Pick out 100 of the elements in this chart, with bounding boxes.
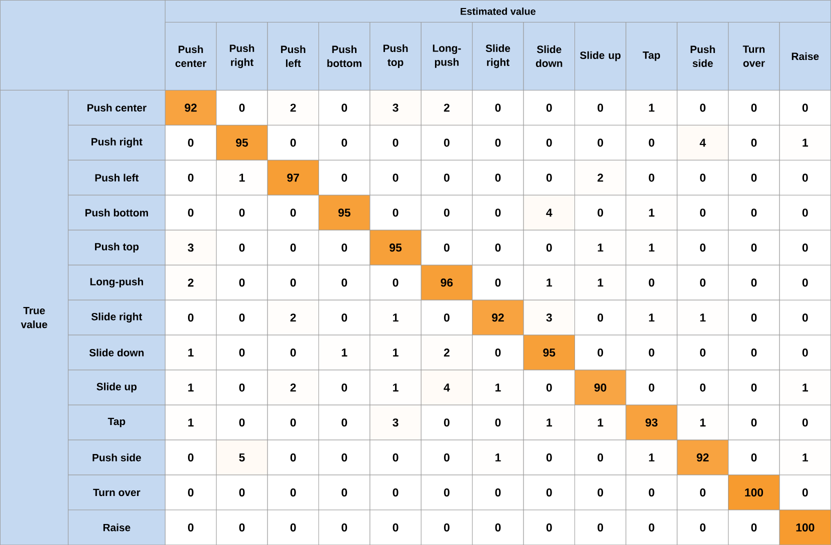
data-label: 0 xyxy=(546,243,552,252)
data-label: 0 xyxy=(188,313,194,322)
data-label: 1 xyxy=(649,453,654,462)
data-label: 0 xyxy=(239,278,245,287)
data-label: 100 xyxy=(745,488,764,496)
data-label: 100 xyxy=(796,523,814,532)
data-label: 0 xyxy=(188,174,194,182)
data-label: 1 xyxy=(649,244,654,252)
data-label: 0 xyxy=(802,418,808,426)
y-axis-title: True value xyxy=(20,306,48,328)
data-label: 0 xyxy=(802,104,808,112)
data-label: 0 xyxy=(290,278,296,287)
data-label: 0 xyxy=(290,488,296,496)
data-label: 0 xyxy=(751,418,757,426)
data-label: 1 xyxy=(393,314,398,322)
data-label: 0 xyxy=(342,174,348,182)
data-label: 0 xyxy=(802,174,808,182)
data-label: 1 xyxy=(342,348,348,356)
x-tick-label: Push bottom xyxy=(327,45,362,67)
data-label: 0 xyxy=(700,104,706,112)
data-label: 0 xyxy=(802,348,808,357)
data-label: 97 xyxy=(287,174,300,182)
data-label: 0 xyxy=(751,453,757,462)
data-label: 96 xyxy=(440,278,453,287)
data-label: 0 xyxy=(392,278,398,287)
data-label: 0 xyxy=(751,138,757,147)
data-label: 0 xyxy=(342,453,348,462)
data-label: 0 xyxy=(495,104,501,112)
data-label: 0 xyxy=(495,138,501,147)
data-label: 0 xyxy=(495,174,501,182)
data-label: 0 xyxy=(598,138,604,147)
data-label: 0 xyxy=(648,174,654,182)
data-label: 0 xyxy=(802,208,808,217)
x-tick-label: Raise xyxy=(792,52,819,60)
data-label: 0 xyxy=(444,138,450,147)
x-tick-label: Push side xyxy=(690,45,715,67)
data-label: 0 xyxy=(700,208,706,217)
data-label: 0 xyxy=(239,104,245,112)
data-label: 0 xyxy=(290,418,296,426)
data-label: 0 xyxy=(802,488,808,496)
data-label: 0 xyxy=(751,383,757,392)
data-label: 4 xyxy=(546,208,552,216)
data-label: 0 xyxy=(342,104,348,112)
x-tick-label: Push left xyxy=(281,45,306,67)
data-label: 2 xyxy=(290,383,296,392)
data-label: 2 xyxy=(598,174,604,182)
x-tick-label: Slide down xyxy=(536,45,562,67)
data-label: 0 xyxy=(648,523,654,532)
data-label: 0 xyxy=(290,348,296,357)
data-label: 0 xyxy=(342,523,348,532)
data-label: 0 xyxy=(444,208,450,217)
data-label: 0 xyxy=(342,418,348,426)
data-label: 0 xyxy=(598,104,604,112)
y-tick-label: Slide down xyxy=(89,348,144,356)
data-label: 0 xyxy=(598,453,604,462)
data-label: 2 xyxy=(444,348,450,356)
data-label: 1 xyxy=(598,418,604,426)
data-label: 0 xyxy=(700,523,706,532)
data-label: 0 xyxy=(239,243,245,252)
x-tick-label: Push top xyxy=(383,44,408,68)
data-label: 90 xyxy=(594,383,606,392)
x-axis-title: Estimated value xyxy=(460,8,536,15)
data-label: 0 xyxy=(239,383,245,392)
data-label: 0 xyxy=(495,348,501,357)
data-label: 0 xyxy=(444,453,450,462)
x-tick-label: Slide up xyxy=(580,51,621,62)
data-label: 1 xyxy=(239,174,245,182)
data-label: 0 xyxy=(546,138,552,147)
data-label: 0 xyxy=(392,174,398,182)
data-label: 0 xyxy=(546,453,552,462)
data-label: 0 xyxy=(290,208,296,217)
data-label: 0 xyxy=(495,488,501,496)
data-label: 93 xyxy=(646,418,658,426)
data-label: 0 xyxy=(239,208,245,217)
data-label: 0 xyxy=(342,243,348,252)
data-label: 0 xyxy=(188,453,194,462)
data-label: 0 xyxy=(546,383,552,392)
data-label: 0 xyxy=(751,278,757,287)
y-tick-label: Turn over xyxy=(93,488,140,496)
y-tick-label: Push left xyxy=(95,174,139,182)
data-label: 1 xyxy=(495,453,501,462)
data-label: 0 xyxy=(751,174,757,182)
data-label: 0 xyxy=(495,278,501,287)
x-tick-label: Turn over xyxy=(742,46,765,67)
data-label: 0 xyxy=(598,313,604,322)
data-label: 1 xyxy=(649,314,654,322)
data-label: 0 xyxy=(751,104,757,112)
y-tick-label: Push right xyxy=(92,138,142,148)
data-label: 5 xyxy=(239,453,245,462)
data-label: 1 xyxy=(802,384,808,392)
data-label: 0 xyxy=(751,348,757,357)
x-tick-label: Push center xyxy=(175,45,206,67)
data-label: 95 xyxy=(543,348,556,357)
data-label: 0 xyxy=(495,208,501,217)
x-tick-label: Slide right xyxy=(486,44,510,68)
data-label: 0 xyxy=(495,418,501,426)
data-label: 0 xyxy=(546,488,552,496)
data-label: 4 xyxy=(700,138,706,147)
data-label: 0 xyxy=(342,313,348,322)
data-label: 4 xyxy=(444,384,450,392)
